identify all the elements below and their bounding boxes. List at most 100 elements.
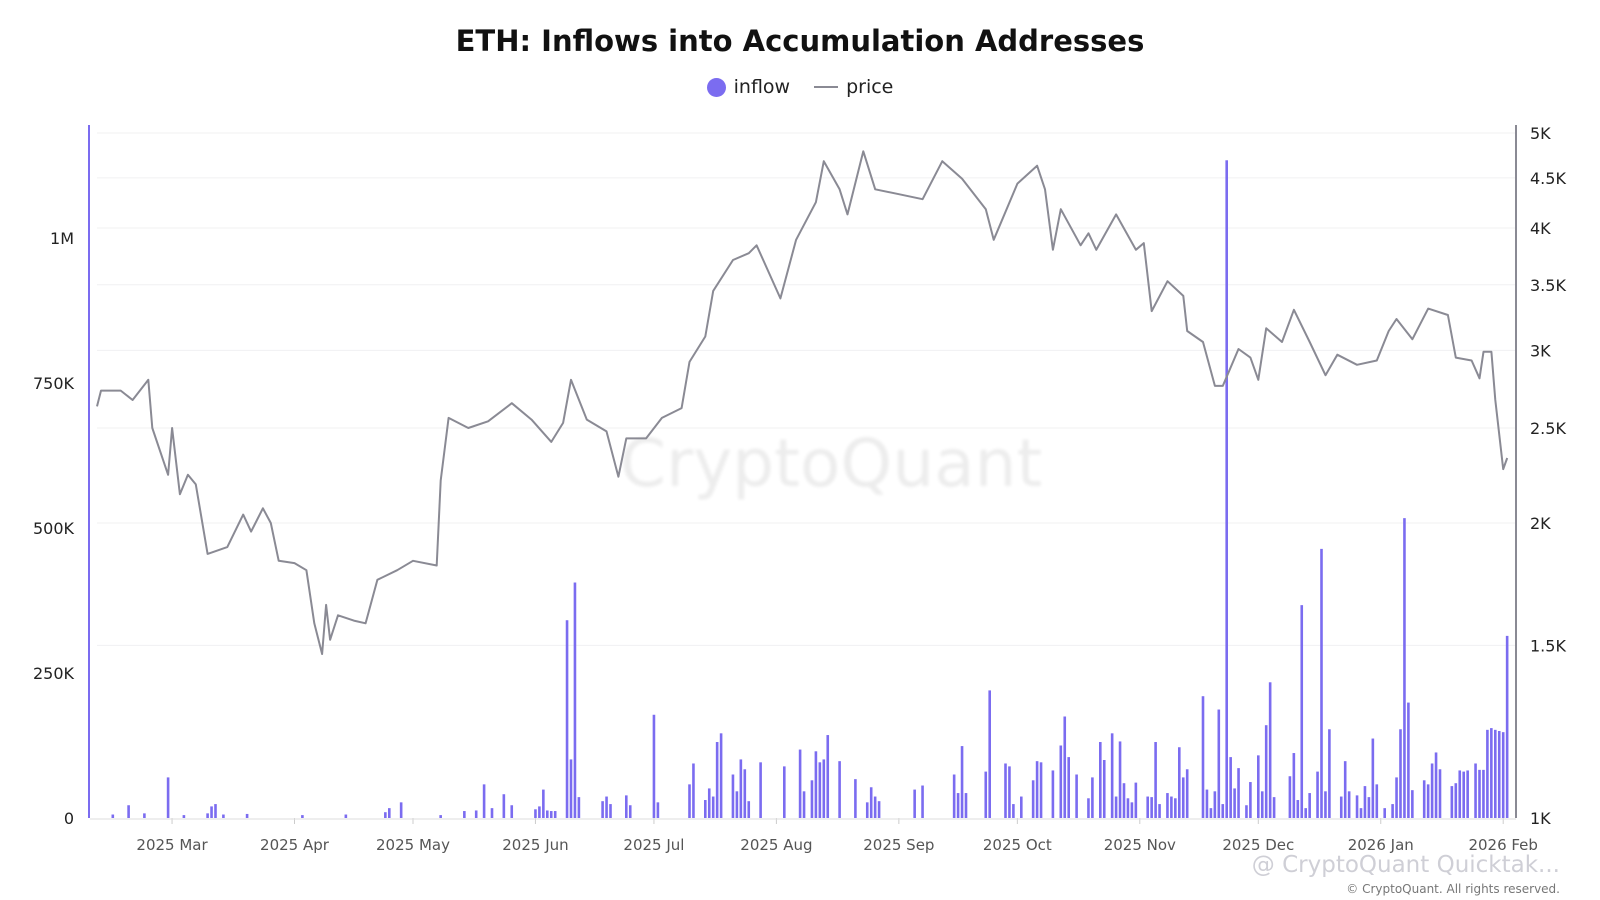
inflow-bar — [988, 690, 991, 818]
inflow-bar — [1399, 729, 1402, 818]
inflow-bar — [1221, 804, 1225, 818]
inflow-bar — [1063, 716, 1067, 818]
inflow-bar — [1039, 762, 1043, 818]
inflow-bar — [1486, 729, 1489, 818]
right-tick-label: 2.5K — [1530, 419, 1566, 438]
inflow-bar — [1130, 802, 1134, 818]
inflow-bar — [384, 812, 387, 818]
inflow-bar — [873, 796, 877, 818]
left-tick-label: 500K — [33, 519, 75, 538]
inflow-bar — [1174, 798, 1177, 818]
inflow-bar — [1407, 702, 1410, 818]
inflow-bar — [534, 809, 537, 818]
inflow-bar — [1347, 791, 1351, 818]
inflow-bar — [1454, 783, 1458, 818]
legend-item-price[interactable]: price — [814, 76, 893, 98]
inflow-bar — [1371, 738, 1375, 818]
inflow-bar — [549, 811, 553, 818]
inflow-bar — [577, 797, 581, 818]
inflow-bar — [1008, 766, 1011, 818]
inflow-bar — [510, 805, 514, 818]
inflow-bar — [822, 759, 826, 818]
inflow-bar — [1288, 776, 1292, 818]
inflow-bar — [1430, 763, 1434, 818]
inflow-bar — [1422, 780, 1426, 818]
inflow-bar — [1450, 786, 1454, 818]
x-tick-label: 2025 Sep — [863, 836, 934, 854]
inflow-bar — [1114, 796, 1118, 818]
inflow-bar — [1505, 635, 1509, 818]
inflow-bar — [111, 814, 115, 818]
inflow-bar — [553, 811, 557, 818]
inflow-bar — [1217, 709, 1221, 818]
inflow-bar — [1359, 808, 1363, 818]
inflow-bar — [609, 804, 612, 818]
inflow-bar — [565, 620, 569, 818]
inflow-bar — [707, 788, 711, 818]
inflow-bar — [1355, 795, 1359, 818]
inflow-bar — [1462, 771, 1465, 818]
x-tick-label: 2025 Mar — [136, 836, 208, 854]
inflow-bar — [1501, 732, 1505, 818]
inflow-bar — [783, 766, 786, 818]
inflow-bar — [1458, 770, 1462, 818]
inflow-bar — [1264, 725, 1268, 818]
inflow-bar — [688, 784, 691, 818]
inflow-bar — [546, 810, 549, 818]
inflow-bar — [1185, 769, 1189, 818]
inflow-bar — [1134, 782, 1138, 818]
inflow-bar — [921, 785, 924, 818]
inflow-bar — [1205, 789, 1209, 818]
inflow-bar — [877, 801, 881, 818]
inflow-bar — [1158, 804, 1161, 818]
inflow-bar — [964, 793, 968, 818]
inflow-bar — [143, 813, 146, 818]
inflow-bar — [1304, 808, 1307, 818]
right-tick-label: 1K — [1530, 809, 1551, 828]
right-tick-label: 5K — [1530, 124, 1551, 143]
inflow-bar — [711, 796, 715, 818]
inflow-bar — [1099, 742, 1102, 818]
inflow-bar — [463, 811, 466, 818]
watermark: CryptoQuant — [620, 425, 1043, 502]
left-tick-label: 750K — [33, 374, 75, 393]
inflow-bar — [210, 806, 213, 818]
inflow-bar — [692, 763, 695, 818]
inflow-bar — [1091, 777, 1094, 818]
right-tick-label: 2K — [1530, 514, 1551, 533]
inflow-bar — [715, 742, 719, 818]
inflow-bar — [704, 800, 707, 818]
inflow-bar — [913, 789, 916, 818]
inflow-bar — [1150, 797, 1153, 818]
inflow-bar — [214, 804, 217, 818]
inflow-bar — [656, 802, 660, 818]
inflow-bar — [1087, 798, 1090, 818]
inflow-bar — [1245, 805, 1248, 818]
right-tick-label: 3K — [1530, 341, 1551, 360]
inflow-bar — [1012, 804, 1015, 818]
legend-item-inflow[interactable]: inflow — [706, 76, 790, 98]
inflow-bar — [798, 749, 802, 818]
inflow-bar — [1166, 793, 1169, 818]
inflow-bar — [1339, 796, 1343, 818]
inflow-bar — [1237, 768, 1240, 818]
inflow-bar — [573, 582, 577, 818]
inflow-bar — [1497, 731, 1501, 818]
footer-overlay: @ CryptoQuant Quicktak... — [1251, 852, 1560, 878]
inflow-bar — [1308, 793, 1311, 818]
inflow-bar — [1403, 518, 1406, 818]
inflow-bar — [1260, 791, 1264, 818]
inflow-bar — [388, 808, 391, 818]
inflow-bar — [399, 802, 403, 818]
inflow-bar — [1363, 786, 1367, 818]
inflow-bar — [1383, 808, 1386, 818]
inflow-bar — [1268, 682, 1272, 818]
right-tick-label: 1.5K — [1530, 636, 1566, 655]
inflow-bar — [1395, 777, 1398, 818]
inflow-bar — [747, 801, 751, 818]
inflow-bar — [1478, 769, 1481, 818]
inflow-bar — [538, 806, 541, 818]
legend-label: price — [846, 76, 894, 98]
inflow-bar — [1067, 757, 1070, 818]
